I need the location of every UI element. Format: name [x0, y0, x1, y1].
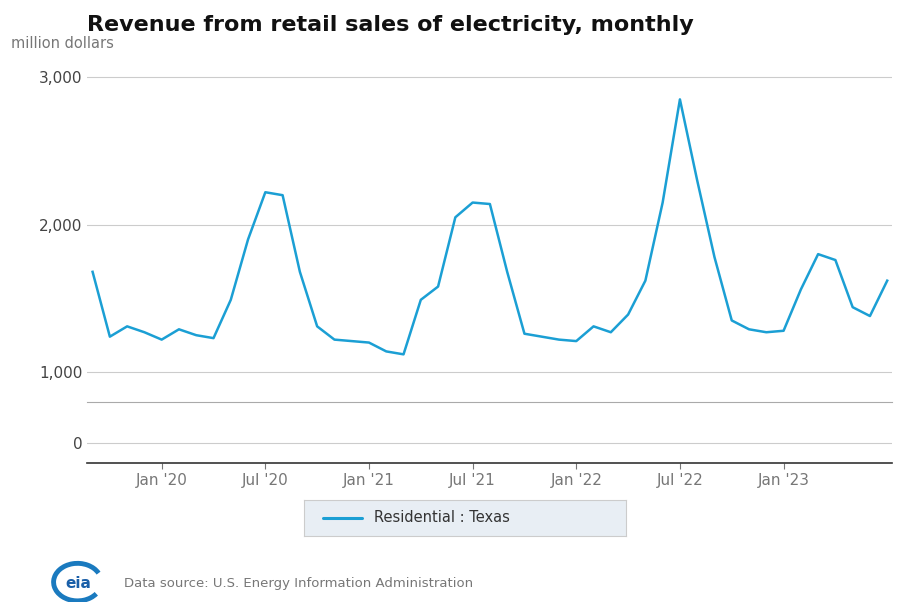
Text: Revenue from retail sales of electricity, monthly: Revenue from retail sales of electricity…	[87, 15, 694, 36]
Text: Data source: U.S. Energy Information Administration: Data source: U.S. Energy Information Adm…	[124, 577, 472, 590]
Text: eia: eia	[65, 576, 92, 591]
Text: million dollars: million dollars	[11, 36, 114, 51]
Text: Residential : Texas: Residential : Texas	[374, 511, 510, 525]
